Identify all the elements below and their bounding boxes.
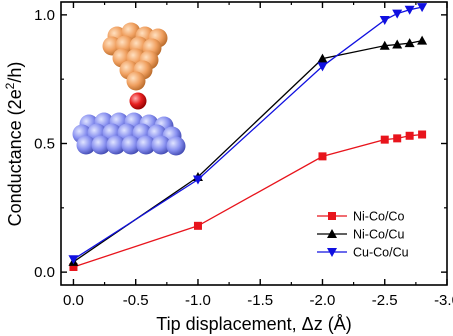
data-point-marker bbox=[417, 3, 428, 13]
y-axis-title-tail: /h) bbox=[5, 62, 25, 83]
data-point-marker bbox=[379, 40, 390, 50]
data-point-marker bbox=[404, 38, 415, 48]
legend-marker bbox=[327, 229, 337, 238]
legend-label: Cu-Co/Cu bbox=[353, 246, 409, 260]
x-tick-label: 0.0 bbox=[63, 292, 84, 309]
y-axis-title-sup: 2 bbox=[3, 82, 17, 89]
y-tick-label: 0.5 bbox=[34, 136, 55, 153]
atomic-junction-illustration bbox=[72, 22, 186, 156]
data-point-marker bbox=[379, 16, 390, 26]
series-cu-co-cu bbox=[68, 3, 428, 265]
data-point-marker bbox=[69, 262, 78, 271]
legend-label: Ni-Co/Co bbox=[353, 210, 404, 224]
series-ni-co-co bbox=[69, 130, 427, 271]
data-point-marker bbox=[317, 53, 328, 63]
surface-atom bbox=[106, 135, 126, 155]
data-point-marker bbox=[404, 5, 415, 15]
y-axis-title: Conductance (2e2/h) bbox=[3, 62, 25, 227]
surface-atom bbox=[151, 135, 171, 155]
y-tick-label: 0.0 bbox=[34, 264, 55, 281]
surface-atom bbox=[121, 135, 141, 155]
legend-item: Ni-Co/Co bbox=[317, 210, 404, 224]
adatom bbox=[129, 92, 147, 110]
legend-marker bbox=[328, 212, 336, 220]
legend: Ni-Co/Co Ni-Co/Cu Cu-Co/Cu bbox=[317, 210, 409, 260]
x-tick-label: -3.0 bbox=[434, 292, 453, 309]
x-tick-label: -2.5 bbox=[372, 292, 398, 309]
x-axis-title: Tip displacement, Δz (Å) bbox=[156, 314, 351, 334]
data-point-marker bbox=[417, 35, 428, 45]
surface-atom bbox=[166, 136, 186, 156]
surface-atom bbox=[136, 135, 156, 155]
legend-item: Cu-Co/Cu bbox=[317, 246, 409, 260]
surface-atom bbox=[91, 135, 111, 155]
y-tick-label: 1.0 bbox=[34, 7, 55, 24]
series-layer bbox=[68, 3, 428, 271]
data-point-marker bbox=[68, 255, 79, 265]
data-point-marker bbox=[317, 62, 328, 72]
tip-atom bbox=[126, 71, 146, 91]
data-point-marker bbox=[405, 131, 414, 140]
data-point-marker bbox=[192, 175, 203, 185]
data-point-marker bbox=[318, 152, 327, 161]
data-point-marker bbox=[392, 39, 403, 49]
ticks-layer: 0.0 -0.5 -1.0 -1.5 -2.0 -2.5 -3.0 0.0 0.5 1.0 bbox=[34, 2, 453, 309]
data-point-marker bbox=[193, 221, 202, 230]
x-tick-label: -0.5 bbox=[123, 292, 149, 309]
x-tick-label: -1.5 bbox=[247, 292, 273, 309]
surface-atom bbox=[76, 135, 96, 155]
legend-marker bbox=[327, 248, 337, 257]
data-point-marker bbox=[380, 135, 389, 144]
data-point-marker bbox=[418, 130, 427, 139]
legend-label: Ni-Co/Cu bbox=[353, 228, 404, 242]
y-axis-title-base: Conductance (2e bbox=[5, 89, 25, 226]
data-point-marker bbox=[392, 9, 403, 19]
x-tick-label: -2.0 bbox=[310, 292, 336, 309]
x-tick-label: -1.0 bbox=[185, 292, 211, 309]
data-point-marker bbox=[393, 134, 402, 143]
legend-item: Ni-Co/Cu bbox=[317, 228, 404, 242]
